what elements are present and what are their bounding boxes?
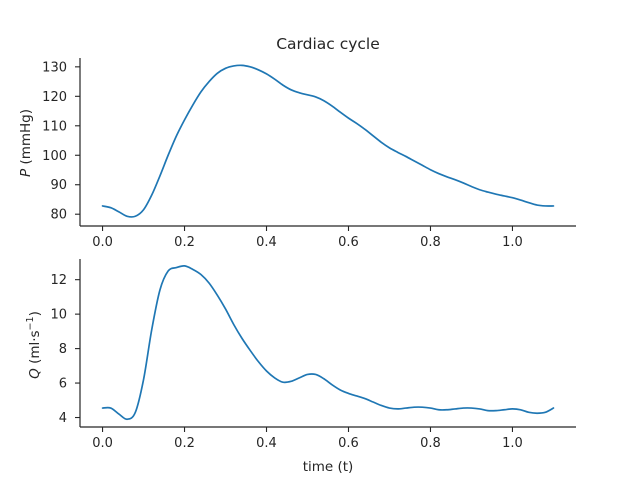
flow-x-tick-label: 1.0 — [502, 436, 523, 451]
flow-y-axis-label: Q (ml·s−1) — [25, 311, 43, 379]
flow-series-line — [101, 264, 555, 421]
pressure-x-tick-label: 0.2 — [174, 235, 195, 250]
flow-y-axis-close: ) — [27, 311, 43, 316]
pressure-y-tick-label: 120 — [42, 90, 67, 105]
flow-y-tick-label: 8 — [59, 342, 67, 357]
pressure-y-tick-label: 110 — [42, 119, 67, 134]
pressure-y-tick-label: 80 — [50, 208, 67, 223]
pressure-ticks: 0.0 0.2 0.4 0.6 0.8 1.0 80 90 100 110 120 130 — [42, 60, 523, 250]
pressure-x-tick-label: 0.8 — [420, 235, 441, 250]
pressure-y-axis-var: P — [18, 168, 34, 177]
flow-y-tick-label: 6 — [59, 377, 67, 392]
flow-panel: Q (ml·s−1) time (t) 0.0 0.2 0.4 0.6 0.8 1.0 4 6… — [25, 259, 576, 475]
pressure-y-tick-label: 100 — [42, 149, 67, 164]
pressure-series-layer — [101, 64, 555, 218]
pressure-series-line — [101, 64, 555, 218]
pressure-x-tick-label: 0.6 — [338, 235, 359, 250]
pressure-x-tick-label: 0.4 — [256, 235, 277, 250]
pressure-y-axis-unit: (mmHg) — [18, 109, 34, 169]
flow-y-axis-unit: (ml·s — [27, 330, 43, 368]
flow-y-tick-label: 4 — [59, 411, 67, 426]
chart-title: Cardiac cycle — [276, 35, 380, 53]
pressure-x-tick-label: 1.0 — [502, 235, 523, 250]
flow-y-tick-label: 10 — [50, 308, 67, 323]
flow-ticks: 0.0 0.2 0.4 0.6 0.8 1.0 4 6 8 10 12 — [50, 273, 522, 451]
flow-y-axis-exponent: −1 — [25, 316, 36, 330]
flow-x-tick-label: 0.2 — [174, 436, 195, 451]
x-axis-label: time (t) — [303, 459, 354, 475]
flow-x-tick-label: 0.6 — [338, 436, 359, 451]
pressure-y-tick-label: 130 — [42, 60, 67, 75]
flow-series-layer — [101, 264, 555, 421]
pressure-panel: Cardiac cycle P (mmHg) 0.0 0.2 0.4 0.6 0.8 1.… — [18, 35, 576, 250]
flow-y-axis-var: Q — [27, 368, 43, 379]
flow-y-tick-label: 12 — [50, 273, 67, 288]
flow-x-tick-label: 0.4 — [256, 436, 277, 451]
flow-x-tick-label: 0.8 — [420, 436, 441, 451]
flow-x-tick-label: 0.0 — [92, 436, 113, 451]
pressure-y-axis-label: P (mmHg) — [18, 109, 34, 177]
pressure-y-tick-label: 90 — [50, 178, 67, 193]
pressure-x-tick-label: 0.0 — [92, 235, 113, 250]
